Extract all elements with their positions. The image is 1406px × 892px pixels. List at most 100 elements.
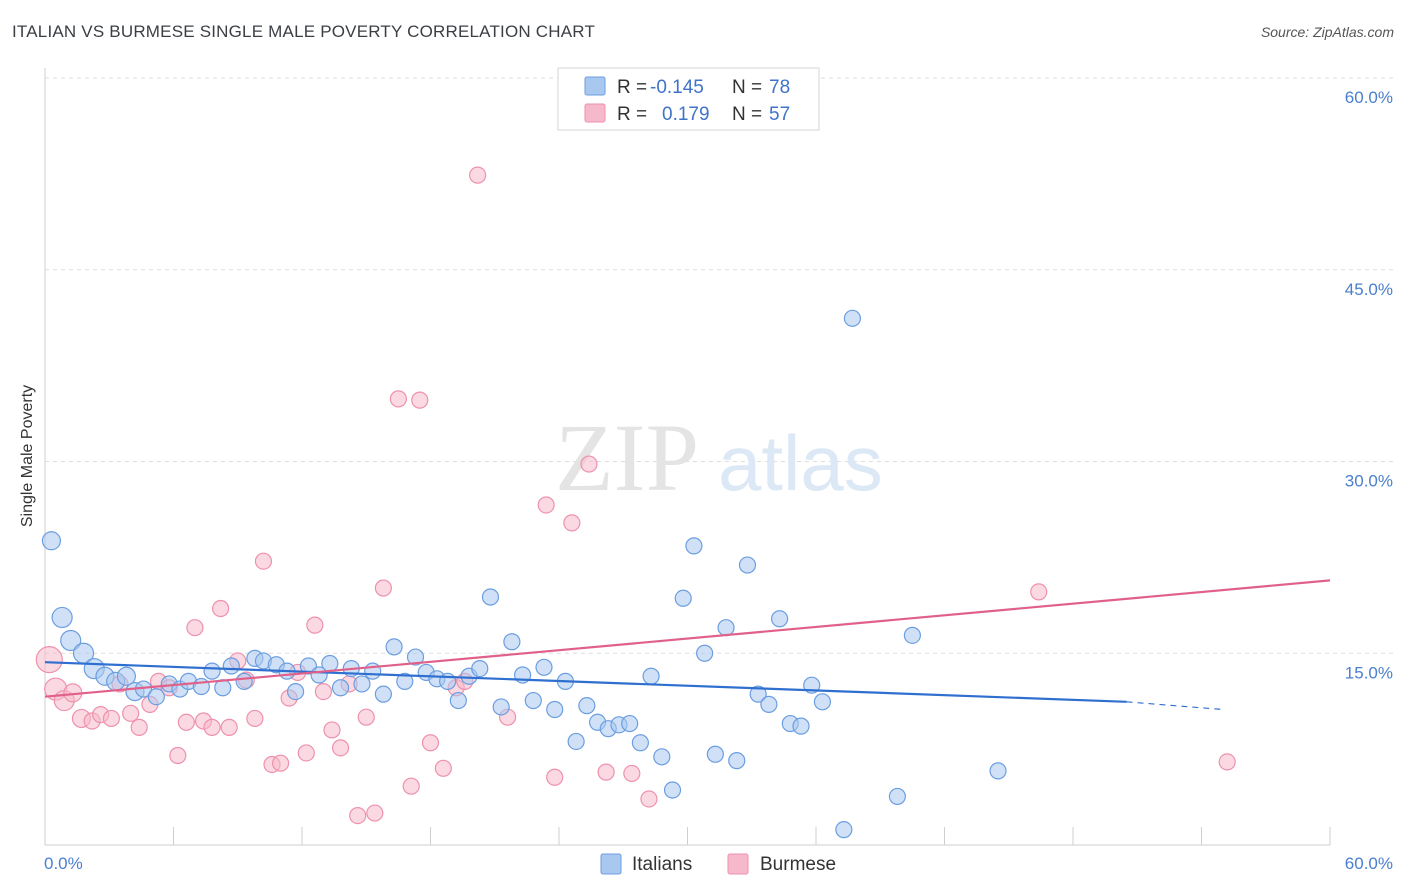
italians-point xyxy=(203,662,221,680)
bottom-legend-swatch-burmese xyxy=(727,853,749,875)
burmese-point xyxy=(323,721,341,739)
burmese-point xyxy=(306,616,324,634)
italians-point xyxy=(331,679,350,697)
burmese-point xyxy=(421,734,440,752)
bottom-legend: Italians Burmese xyxy=(600,853,836,875)
italians-point xyxy=(222,657,240,675)
x-tick-label: 0.0% xyxy=(44,854,83,873)
italians-point xyxy=(449,691,467,710)
y-tick-label: 15.0% xyxy=(1345,663,1393,682)
burmese-point xyxy=(563,514,581,532)
burmese-point xyxy=(331,739,350,757)
burmese-point xyxy=(220,718,238,736)
legend-r-label-italians: R = xyxy=(617,77,647,98)
source-label: Source: ZipAtlas.com xyxy=(1260,24,1394,40)
burmese-point xyxy=(102,709,120,728)
italians-point xyxy=(835,821,853,839)
burmese-point xyxy=(130,718,148,736)
burmese-point xyxy=(580,455,598,473)
y-tick-label: 60.0% xyxy=(1345,88,1393,107)
gridlines xyxy=(45,77,1393,654)
legend-n-value-italians: 78 xyxy=(769,77,790,98)
italians-point xyxy=(286,682,305,701)
burmese-point xyxy=(212,599,230,618)
legend-n-label-italians: N = xyxy=(732,77,762,98)
italians-point xyxy=(738,556,757,574)
italians-point xyxy=(524,691,542,710)
burmese-point xyxy=(1218,753,1236,771)
burmese-point xyxy=(314,682,333,701)
italians-point xyxy=(631,734,649,752)
burmese-point xyxy=(640,790,658,808)
burmese-point xyxy=(434,759,452,777)
burmese-point xyxy=(177,713,195,731)
burmese-point xyxy=(357,708,375,726)
italians-point xyxy=(685,537,703,555)
burmese-point xyxy=(623,764,641,783)
legend-swatch-burmese xyxy=(584,103,606,123)
italians-point xyxy=(192,677,210,696)
burmese-point xyxy=(271,754,290,772)
italians-point xyxy=(706,745,724,763)
italians-point xyxy=(653,748,671,766)
italians-point xyxy=(749,685,767,703)
legend-n-value-burmese: 57 xyxy=(769,104,790,125)
y-tick-label: 45.0% xyxy=(1345,280,1393,299)
italians-point xyxy=(578,697,596,715)
italians-point xyxy=(116,666,136,686)
italians-point xyxy=(503,633,521,651)
italians-point xyxy=(235,672,253,690)
italians-point xyxy=(888,787,906,806)
watermark-atlas: atlas xyxy=(718,419,883,507)
tick-labels: 15.0% 30.0% 45.0% 60.0% 0.0% 60.0% xyxy=(44,88,1393,873)
italians-point xyxy=(51,606,73,629)
burmese-points xyxy=(35,166,1236,825)
italians-point xyxy=(147,688,165,706)
italians-point xyxy=(717,619,735,637)
italians-point xyxy=(535,658,553,676)
burmese-point xyxy=(169,746,187,765)
axes xyxy=(44,68,1331,846)
italians-point xyxy=(41,531,62,551)
legend-swatch-italians xyxy=(584,76,606,96)
chart-title: ITALIAN VS BURMESE SINGLE MALE POVERTY C… xyxy=(12,22,596,41)
italians-trendline xyxy=(44,661,1127,703)
legend-r-value-burmese: 0.179 xyxy=(662,104,710,125)
italians-point xyxy=(813,693,832,711)
italians-point xyxy=(567,732,585,751)
bottom-legend-label-burmese: Burmese xyxy=(760,854,836,875)
bottom-legend-swatch-italians xyxy=(600,853,622,875)
burmese-point xyxy=(186,619,204,637)
trendlines xyxy=(44,579,1331,711)
italians-trendline-extension xyxy=(1126,701,1223,711)
italians-point xyxy=(385,638,403,656)
legend-r-value-italians: -0.145 xyxy=(650,77,704,98)
top-legend: R = -0.145 N = 78 R = 0.179 N = 57 xyxy=(557,67,820,131)
burmese-point xyxy=(1030,583,1048,601)
y-tick-label: 30.0% xyxy=(1345,472,1393,491)
legend-r-label-burmese: R = xyxy=(617,104,647,125)
burmese-point xyxy=(537,496,555,514)
italians-point xyxy=(674,589,692,607)
italians-point xyxy=(903,626,921,644)
burmese-point xyxy=(374,579,392,597)
italians-point xyxy=(728,752,746,770)
italians-point xyxy=(642,667,660,685)
watermark-zip: ZIP xyxy=(555,404,699,511)
burmese-point xyxy=(122,704,140,722)
legend-n-label-burmese: N = xyxy=(732,104,762,125)
burmese-point xyxy=(349,806,367,825)
italians-point xyxy=(663,781,682,799)
italians-point xyxy=(406,648,425,666)
burmese-point xyxy=(597,763,615,781)
italians-point xyxy=(353,675,371,693)
burmese-point xyxy=(35,646,63,674)
italians-point xyxy=(374,685,392,703)
burmese-point xyxy=(203,718,221,736)
italians-point xyxy=(696,644,714,662)
italians-point xyxy=(989,762,1007,780)
italians-point xyxy=(492,698,510,716)
italians-point xyxy=(760,695,778,713)
italians-point xyxy=(843,309,862,327)
